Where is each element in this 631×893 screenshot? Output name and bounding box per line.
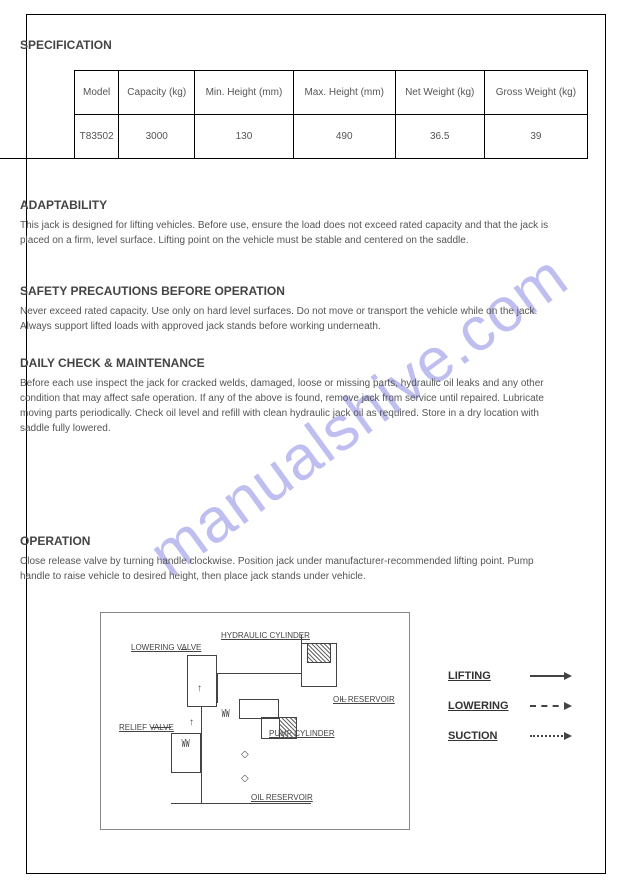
symbol-piston <box>307 643 331 663</box>
table-cell: Max. Height (mm) <box>293 71 395 115</box>
table-cell: Min. Height (mm) <box>195 71 293 115</box>
table-cell: Capacity (kg) <box>119 71 195 115</box>
table-row: Model Capacity (kg) Min. Height (mm) Max… <box>75 71 588 115</box>
body-adaptability: This jack is designed for lifting vehicl… <box>20 218 560 248</box>
legend-row-suction: SUCTION <box>448 730 570 742</box>
spring-icon: WW <box>182 737 190 750</box>
diagram-line <box>201 707 202 803</box>
hydraulic-diagram: HYDRAULIC CYLINDER LOWERING VALVE OIL RE… <box>100 612 410 830</box>
table-rule-extension <box>0 158 74 159</box>
check-valve-icon: ◇ <box>241 773 249 784</box>
table-cell: 490 <box>293 115 395 159</box>
check-valve-icon: ◇ <box>241 749 249 760</box>
heading-adaptability: ADAPTABILITY <box>20 198 107 212</box>
table-cell: T83502 <box>75 115 119 159</box>
spring-icon: WW <box>222 707 230 720</box>
label-hydraulic-cylinder: HYDRAULIC CYLINDER <box>221 631 310 640</box>
table-cell: 3000 <box>119 115 195 159</box>
flow-arrow-icon: ↑ <box>197 683 202 694</box>
diagram-line <box>181 649 187 650</box>
symbol-flow-control <box>239 699 279 719</box>
legend-label: LIFTING <box>448 670 520 682</box>
table-cell: Gross Weight (kg) <box>484 71 587 115</box>
table-cell: 39 <box>484 115 587 159</box>
body-daily: Before each use inspect the jack for cra… <box>20 376 560 436</box>
heading-daily: DAILY CHECK & MAINTENANCE <box>20 356 205 370</box>
table-cell: Net Weight (kg) <box>395 71 484 115</box>
table-cell: 36.5 <box>395 115 484 159</box>
body-operation: Close release valve by turning handle cl… <box>20 554 560 584</box>
specification-table: Model Capacity (kg) Min. Height (mm) Max… <box>74 70 588 159</box>
flow-arrow-icon: ← <box>339 693 349 704</box>
diagram-legend: LIFTING LOWERING SUCTION <box>448 670 570 760</box>
heading-specification: SPECIFICATION <box>20 38 112 52</box>
diagram-line <box>217 673 218 703</box>
symbol-pump-piston <box>279 717 297 739</box>
diagram-line <box>217 673 301 674</box>
table-cell: 130 <box>195 115 293 159</box>
legend-label: SUCTION <box>448 730 520 742</box>
label-oil-reservoir-bottom: OIL RESERVOIR <box>251 793 313 802</box>
legend-row-lifting: LIFTING <box>448 670 570 682</box>
solid-arrow-icon <box>530 675 570 677</box>
diagram-line <box>151 727 171 728</box>
label-lowering-valve: LOWERING VALVE <box>131 643 201 652</box>
dotted-arrow-icon <box>530 735 570 737</box>
body-safety: Never exceed rated capacity. Use only on… <box>20 304 560 334</box>
diagram-line <box>171 803 311 804</box>
legend-row-lowering: LOWERING <box>448 700 570 712</box>
legend-label: LOWERING <box>448 700 520 712</box>
symbol-lowering-valve <box>187 655 217 707</box>
dashed-arrow-icon <box>530 705 570 707</box>
table-cell: Model <box>75 71 119 115</box>
heading-operation: OPERATION <box>20 534 90 548</box>
diagram-line <box>301 635 302 643</box>
table-row: T83502 3000 130 490 36.5 39 <box>75 115 588 159</box>
flow-arrow-icon: ↑ <box>189 717 194 728</box>
heading-safety: SAFETY PRECAUTIONS BEFORE OPERATION <box>20 284 285 298</box>
